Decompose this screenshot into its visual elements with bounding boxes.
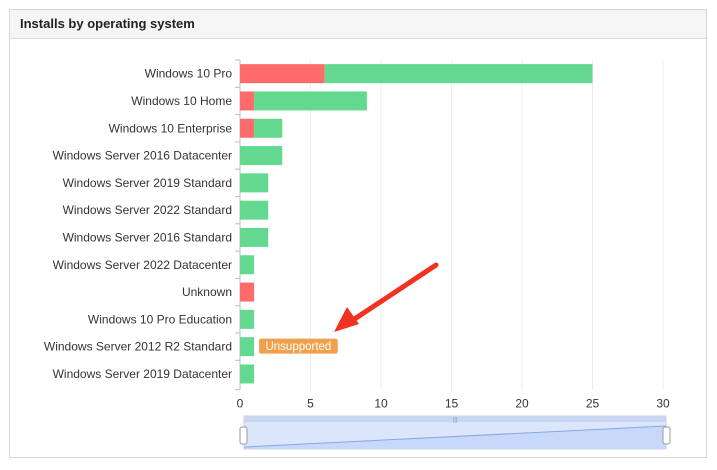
slider-top-bar[interactable]	[244, 416, 666, 422]
bar-segment	[240, 337, 255, 357]
category-label: Windows Server 2019 Datacenter	[53, 367, 232, 381]
x-tick-label: 30	[656, 397, 670, 411]
category-label: Windows 10 Home	[131, 94, 232, 108]
pointer-arrow	[334, 262, 439, 332]
category-label: Windows Server 2022 Datacenter	[53, 258, 232, 272]
zoom-slider[interactable]: |||	[239, 415, 671, 450]
category-labels: Windows 10 Pro Windows 10 Home Windows 10 …	[44, 67, 232, 381]
bar-segment	[240, 200, 269, 220]
chart-panel: Installs by operating system	[9, 9, 707, 458]
annotations: Unsupported	[259, 338, 338, 354]
bar-segment	[240, 91, 255, 111]
bar-segment	[240, 255, 255, 275]
category-label: Unknown	[182, 285, 232, 299]
category-label: Windows 10 Pro	[145, 67, 233, 81]
x-tick-label: 5	[307, 397, 314, 411]
unsupported-badge-label: Unsupported	[265, 341, 331, 353]
bar-segment	[254, 91, 367, 111]
x-tick-label: 15	[445, 397, 459, 411]
category-label: Windows 10 Pro Education	[88, 312, 232, 326]
slider-preview-line	[243, 425, 667, 448]
bar-segment	[240, 282, 255, 302]
x-axis: 0 5 10 15 20 25 30	[237, 397, 670, 411]
bar-segment	[240, 227, 269, 247]
panel-title: Installs by operating system	[20, 16, 195, 31]
bar-segment	[240, 146, 283, 166]
bar-segment	[240, 173, 269, 193]
slider-left-handle[interactable]	[239, 426, 248, 445]
gridlines	[235, 59, 664, 391]
bar-segment	[254, 118, 283, 138]
x-tick-label: 0	[237, 397, 244, 411]
unsupported-badge	[259, 338, 338, 354]
category-label: Windows Server 2022 Standard	[63, 203, 232, 217]
bar-segment	[240, 64, 325, 84]
bars	[240, 64, 593, 384]
slider-right-handle[interactable]	[662, 426, 671, 445]
category-label: Windows 10 Enterprise	[109, 121, 233, 135]
category-label: Windows Server 2016 Standard	[63, 230, 232, 244]
category-label: Windows Server 2016 Datacenter	[53, 149, 232, 163]
bar-segment	[324, 64, 593, 84]
bar-segment	[240, 309, 255, 329]
x-tick-label: 25	[586, 397, 600, 411]
x-tick-label: 20	[515, 397, 529, 411]
x-tick-label: 10	[374, 397, 388, 411]
category-label: Windows Server 2019 Standard	[63, 176, 232, 190]
category-label: Windows Server 2012 R2 Standard	[44, 340, 232, 354]
panel-header: Installs by operating system	[10, 10, 706, 39]
bar-segment	[240, 118, 255, 138]
bar-segment	[240, 364, 255, 384]
slider-grip-icon: |||	[453, 418, 458, 424]
